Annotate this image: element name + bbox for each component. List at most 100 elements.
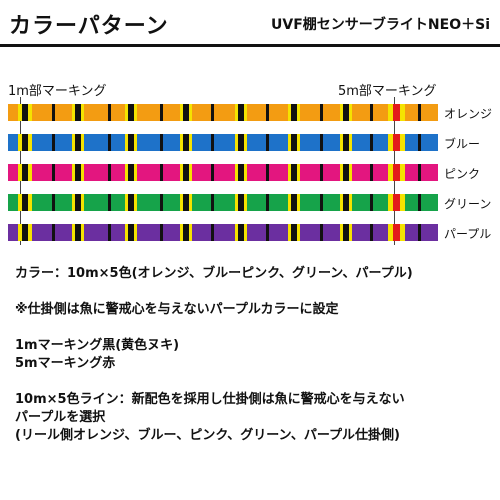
marking-stripe-yellow [18, 134, 22, 151]
marking-stripe-yellow [244, 104, 247, 121]
marking-stripe-black [160, 164, 163, 181]
marking-stripe-red [393, 164, 400, 181]
marking-stripe-black [211, 224, 214, 241]
marking-stripe-yellow [28, 104, 32, 121]
marking-stripe-yellow [297, 194, 300, 211]
marking-stripe-black [291, 104, 297, 121]
marking-stripe-yellow [134, 194, 137, 211]
marking-stripe-yellow [72, 134, 75, 151]
marking-stripe-black [183, 134, 189, 151]
marking-stripe-black [108, 224, 111, 241]
marking-stripe-black [22, 224, 28, 241]
marking-stripe-yellow [288, 104, 291, 121]
marking-stripe-black [160, 224, 163, 241]
marking-stripe-black [291, 194, 297, 211]
marking-stripe-black [75, 104, 81, 121]
marking-stripe-yellow [18, 104, 22, 121]
marking-stripe-black [238, 134, 244, 151]
note-colors: カラー：10m×5色(オレンジ、ブルーピンク、グリーン、パープル) [15, 266, 413, 281]
marking-stripe-black [211, 134, 214, 151]
marking-stripe-black [128, 134, 134, 151]
marking-stripe-yellow [349, 194, 352, 211]
marking-stripe-black [370, 164, 373, 181]
note-purple-select: パープルを選択 [15, 410, 106, 425]
marker-5m-label: 5m部マーキング [338, 84, 437, 99]
marking-stripe-yellow [340, 104, 343, 121]
marking-stripe-black [418, 194, 421, 211]
marking-stripe-yellow [244, 164, 247, 181]
marking-stripe-black [211, 194, 214, 211]
marking-stripe-black [320, 104, 323, 121]
band-label-blue: ブルー [444, 137, 481, 151]
marking-stripe-black [418, 104, 421, 121]
marking-stripe-black [22, 104, 28, 121]
marking-stripe-black [128, 194, 134, 211]
marking-stripe-yellow [235, 164, 238, 181]
marking-stripe-yellow [134, 104, 137, 121]
marking-stripe-yellow [400, 104, 405, 121]
marking-stripe-yellow [388, 224, 393, 241]
marking-stripe-yellow [189, 164, 192, 181]
marking-stripe-yellow [81, 224, 84, 241]
marking-stripe-yellow [125, 134, 128, 151]
marking-stripe-yellow [388, 134, 393, 151]
marking-stripe-black [370, 194, 373, 211]
marking-stripe-yellow [28, 134, 32, 151]
marking-stripe-black [52, 134, 55, 151]
marking-stripe-black [160, 104, 163, 121]
header-divider [0, 44, 500, 47]
marking-stripe-black [108, 104, 111, 121]
marking-stripe-yellow [297, 224, 300, 241]
marking-stripe-black [343, 164, 349, 181]
band-pink [8, 164, 438, 181]
marking-stripe-black [418, 164, 421, 181]
marking-stripe-black [370, 104, 373, 121]
marking-stripe-black [75, 194, 81, 211]
marking-stripe-red [393, 224, 400, 241]
marking-stripe-black [238, 194, 244, 211]
marking-stripe-black [183, 164, 189, 181]
band-label-pink: ピンク [444, 167, 481, 181]
marking-stripe-yellow [244, 134, 247, 151]
marking-stripe-black [211, 164, 214, 181]
marking-stripe-yellow [340, 164, 343, 181]
marking-stripe-black [291, 224, 297, 241]
marking-stripe-yellow [349, 164, 352, 181]
band-green [8, 194, 438, 211]
marking-stripe-yellow [388, 194, 393, 211]
marking-stripe-yellow [134, 164, 137, 181]
marking-stripe-yellow [180, 104, 183, 121]
marking-stripe-yellow [125, 194, 128, 211]
marking-stripe-black [75, 164, 81, 181]
marking-stripe-black [343, 104, 349, 121]
marking-stripe-yellow [288, 134, 291, 151]
note-purple-setting: ※仕掛側は魚に警戒心を与えないパープルカラーに設定 [15, 302, 339, 317]
note-5m-marking: 5mマーキング赤 [15, 356, 116, 371]
marking-stripe-yellow [388, 104, 393, 121]
marking-stripe-yellow [340, 134, 343, 151]
marking-stripe-yellow [349, 104, 352, 121]
marking-stripe-yellow [18, 194, 22, 211]
marking-stripe-yellow [28, 194, 32, 211]
note-order: (リール側オレンジ、ブルー、ピンク、グリーン、パープル仕掛側) [15, 428, 400, 443]
marking-stripe-black [266, 164, 269, 181]
band-orange [8, 104, 438, 121]
marking-stripe-yellow [189, 104, 192, 121]
marking-stripe-black [52, 194, 55, 211]
note-line-desc: 10m×5色ライン：新配色を採用し仕掛側は魚に警戒心を与えない [15, 392, 405, 407]
marking-stripe-black [160, 194, 163, 211]
marking-stripe-black [211, 104, 214, 121]
marking-stripe-black [370, 134, 373, 151]
marking-stripe-yellow [400, 194, 405, 211]
product-name: UVF棚センサーブライトNEO＋Si [271, 17, 490, 33]
marking-stripe-yellow [400, 224, 405, 241]
marking-stripe-yellow [81, 194, 84, 211]
marking-stripe-black [266, 224, 269, 241]
marking-stripe-black [320, 224, 323, 241]
band-fill [8, 164, 438, 181]
marking-stripe-yellow [388, 164, 393, 181]
marking-stripe-yellow [244, 224, 247, 241]
marking-stripe-yellow [297, 134, 300, 151]
band-fill [8, 104, 438, 121]
marking-stripe-yellow [349, 224, 352, 241]
